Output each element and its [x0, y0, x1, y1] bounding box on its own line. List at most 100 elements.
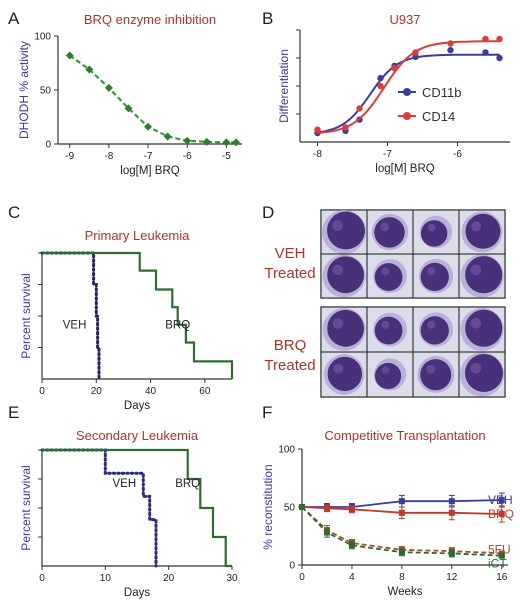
cell-highlight: [381, 320, 390, 329]
data-point: [232, 138, 241, 147]
data-point: [398, 509, 405, 516]
legend-marker: [403, 112, 411, 120]
x-axis-label: Days: [124, 587, 150, 599]
cell-nucleus: [374, 263, 403, 291]
data-point: [348, 542, 355, 549]
cell-highlight: [427, 267, 436, 276]
series-line-brq: [301, 506, 502, 515]
veh-treated-label-line2: Treated: [264, 265, 315, 282]
y-axis-label: Percent survival: [19, 465, 33, 550]
data-point: [447, 40, 454, 47]
series-label-veh: VEH: [488, 493, 513, 507]
chart-title: Primary Leukemia: [85, 228, 191, 243]
data-point: [124, 104, 133, 113]
cell-highlight: [470, 362, 482, 374]
chart-secondary-leukemia-survival: 0 10 20 30 Days Percent survival Secondary Leu…: [19, 428, 238, 599]
data-point: [163, 132, 172, 141]
x-tick-label: 0: [39, 386, 45, 397]
data-point: [496, 35, 503, 43]
chart-title: Secondary Leukemia: [76, 428, 199, 443]
data-point: [482, 35, 489, 43]
data-point: [412, 53, 419, 61]
data-point: [498, 552, 505, 559]
cell-highlight: [332, 318, 344, 329]
panel-letter-f: F: [262, 403, 272, 422]
x-axis-label: log[M] BRQ: [120, 165, 179, 177]
y-axis-label: % reconstitution: [261, 464, 275, 549]
data-point: [498, 497, 505, 504]
x-tick-label: -8: [313, 149, 322, 160]
cell-nucleus: [327, 356, 362, 392]
data-point: [412, 49, 419, 56]
survival-curve-brq: [42, 448, 232, 568]
y-tick-label: 0: [289, 561, 295, 572]
data-point: [65, 51, 74, 60]
survival-curve-veh: [40, 448, 158, 568]
x-tick-label: -6: [453, 149, 462, 160]
panel-letter-c: C: [8, 203, 20, 222]
series-label-5fu: 5FU: [488, 542, 511, 556]
x-axis-label: Weeks: [388, 586, 423, 598]
cell-highlight: [427, 223, 436, 232]
cell-nucleus: [465, 213, 501, 249]
chart-brq-enzyme-inhibition: -9 -8 -7 -6 -5 0 50 100 log[M] BRQ DHODH % activi…: [17, 12, 242, 177]
cell-highlight: [333, 363, 344, 374]
brq-treated-label-line1: BRQ: [274, 337, 307, 354]
series-line: [69, 54, 237, 144]
cell-nucleus: [465, 354, 503, 392]
x-tick-label: 60: [199, 386, 211, 397]
data-point: [144, 122, 153, 131]
panel-letter-b: B: [262, 9, 273, 28]
data-point: [377, 82, 384, 90]
x-tick-label: 10: [100, 573, 112, 584]
data-point: [356, 105, 363, 112]
data-point: [496, 54, 503, 62]
cell-highlight: [426, 364, 436, 374]
data-point: [377, 74, 384, 82]
cell-highlight: [427, 320, 436, 329]
micrograph-grid-brq: [320, 306, 506, 398]
data-point: [348, 506, 355, 513]
x-tick-label: -8: [104, 151, 113, 162]
series-label-brq: BRQ: [488, 507, 514, 521]
data-point: [222, 138, 231, 147]
cell-nucleus: [420, 262, 449, 292]
cell-nucleus: [465, 256, 503, 294]
y-tick-label: 100: [278, 445, 295, 456]
series-line-veh: [302, 499, 502, 508]
cell-highlight: [332, 264, 344, 276]
cell-highlight: [471, 221, 482, 232]
cell-nucleus: [327, 309, 364, 347]
series-label-brq: BRQ: [165, 320, 190, 332]
chart-primary-leukemia-survival: 0 20 40 60 Days Percent survival Primary Leuke…: [19, 228, 234, 412]
cell-nucleus: [420, 359, 452, 391]
cell-nucleus: [374, 316, 403, 345]
x-tick-label: 30: [226, 573, 238, 584]
cell-nucleus: [327, 256, 364, 294]
x-tick-label: 4: [349, 572, 355, 583]
panel-letter-a: A: [8, 9, 20, 28]
series-label-brq: BRQ: [175, 478, 200, 490]
data-point: [299, 504, 305, 510]
y-axis-label: Differentiation: [277, 49, 291, 123]
panel-letter-d: D: [262, 203, 274, 222]
data-point: [448, 509, 455, 516]
x-tick-label: -5: [222, 151, 231, 162]
micrograph-panel: VEH Treated BRQ Treated: [264, 209, 506, 398]
series-line-5fu: [301, 506, 502, 555]
cell-highlight: [380, 222, 390, 232]
cell-nucleus: [420, 316, 449, 345]
data-point: [482, 49, 489, 56]
x-tick-label: 20: [163, 573, 175, 584]
y-tick-label: 0: [45, 140, 51, 151]
data-point: [85, 65, 94, 74]
x-tick-label: 0: [299, 572, 305, 583]
y-axis-label: Percent survival: [19, 273, 33, 358]
data-point: [447, 46, 454, 54]
x-tick-label: -7: [144, 151, 153, 162]
chart-title: Competitive Transplantation: [324, 428, 485, 443]
legend-marker: [403, 88, 411, 96]
x-axis-label: log[M] BRQ: [375, 163, 434, 175]
data-point: [391, 64, 398, 72]
